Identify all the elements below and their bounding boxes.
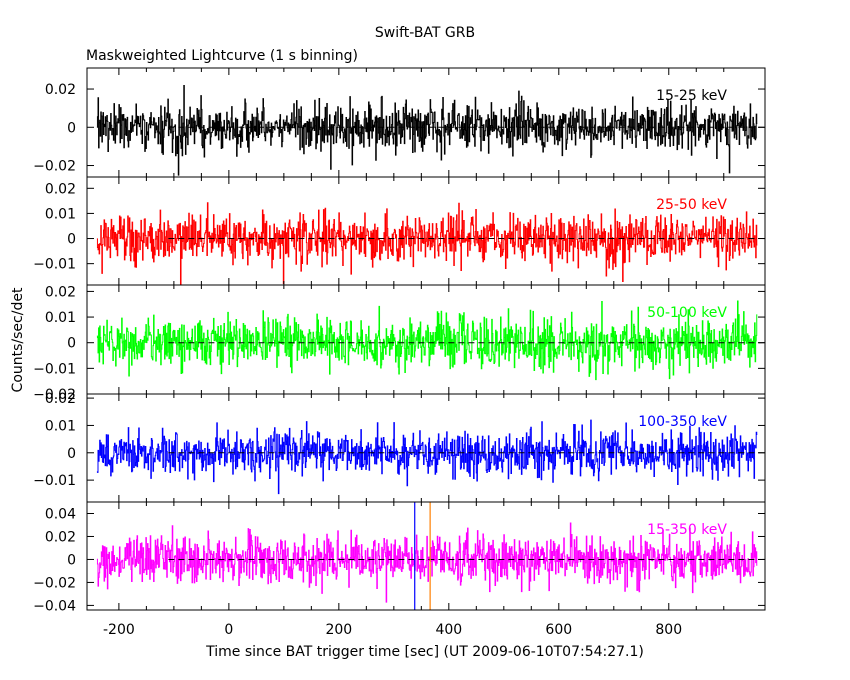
y-tick-label: 0.01 [45, 418, 76, 434]
y-tick-label: 0.02 [45, 529, 76, 545]
y-tick-label: 0 [67, 336, 76, 352]
panel-label: 15-25 keV [656, 88, 727, 104]
x-tick-label: 600 [545, 622, 572, 638]
series-line-3 [96, 419, 758, 495]
y-tick-label: 0.01 [45, 206, 76, 222]
y-tick-label: −0.04 [33, 598, 76, 614]
x-tick-label: 800 [655, 622, 682, 638]
panel-label: 15-350 keV [647, 522, 727, 538]
panel-label: 25-50 keV [656, 197, 727, 213]
series-line-2 [96, 300, 758, 381]
y-tick-label: −0.01 [33, 257, 76, 273]
y-tick-label: 0 [67, 232, 76, 248]
x-tick-label: 200 [325, 622, 352, 638]
y-tick-label: 0.02 [45, 82, 76, 98]
y-tick-label: 0.02 [45, 181, 76, 197]
y-tick-label: 0 [67, 446, 76, 462]
y-tick-label: −0.01 [33, 361, 76, 377]
y-tick-label: −0.01 [33, 473, 76, 489]
y-tick-label: 0 [67, 120, 76, 136]
x-tick-label: 0 [224, 622, 233, 638]
y-tick-label: −0.02 [33, 387, 76, 403]
y-tick-label: 0.02 [45, 391, 76, 407]
x-tick-label: -200 [103, 622, 135, 638]
panels-group: −0.02 0 0.02 15-25 keV −0.01 0 0.01 0.02 25-50 k… [33, 67, 766, 638]
y-tick-label: −0.02 [33, 575, 76, 591]
x-axis-label: Time since BAT trigger time [sec] (UT 20… [205, 644, 644, 660]
y-tick-label: 0.02 [45, 284, 76, 300]
x-tick-label: 400 [435, 622, 462, 638]
panel-label: 50-100 keV [647, 305, 727, 321]
panel-label: 100-350 keV [638, 414, 727, 430]
y-tick-label: 0.04 [45, 506, 76, 522]
chart-title: Swift-BAT GRB [375, 25, 475, 41]
y-tick-label: 0.01 [45, 310, 76, 326]
series-line-0 [96, 84, 758, 176]
y-axis-label: Counts/sec/det [10, 287, 26, 392]
panel-frame [86, 501, 766, 611]
series-line-1 [96, 202, 758, 285]
chart-subtitle: Maskweighted Lightcurve (1 s binning) [86, 48, 358, 64]
y-tick-label: −0.02 [33, 159, 76, 175]
y-tick-label: 0 [67, 552, 76, 568]
series-line-4 [96, 522, 758, 603]
